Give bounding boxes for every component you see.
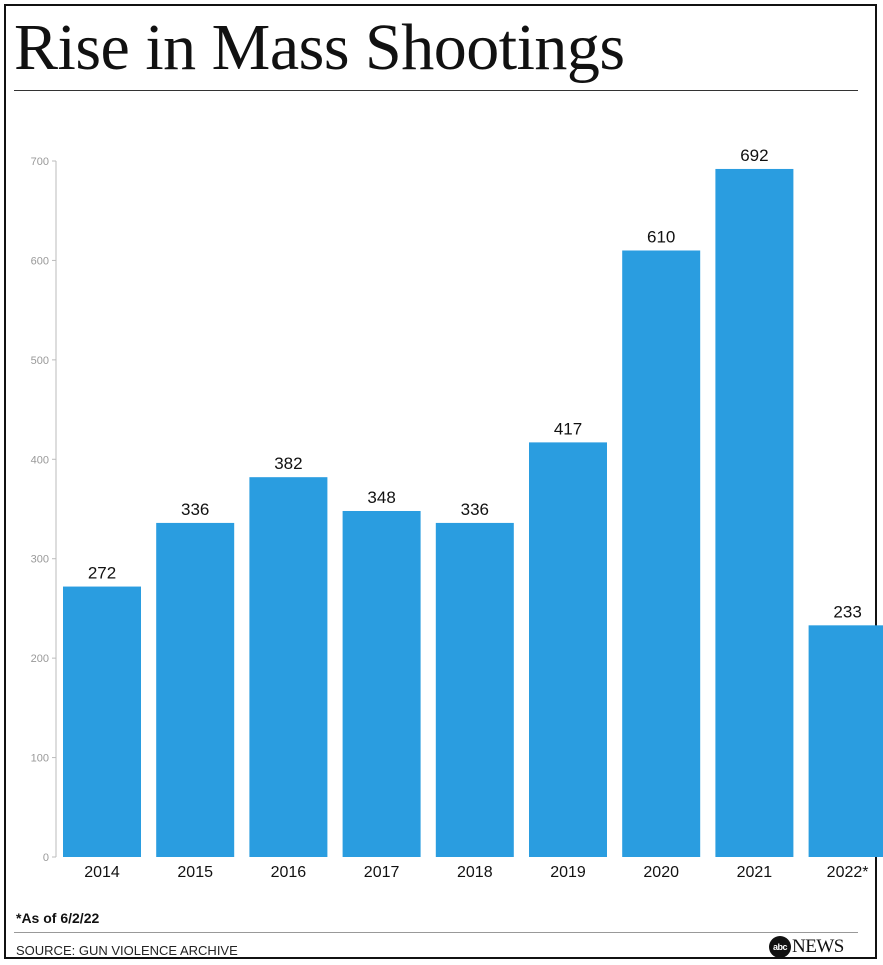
- data-label: 382: [274, 454, 302, 473]
- abc-news-logo: abc NEWS: [769, 936, 844, 958]
- x-tick-label: 2018: [457, 864, 493, 881]
- bar-2019: [529, 442, 607, 857]
- data-label: 336: [181, 500, 209, 519]
- x-tick-label: 2016: [271, 864, 307, 881]
- data-label: 272: [88, 564, 116, 583]
- x-tick-label: 2022*: [827, 864, 869, 881]
- data-label: 233: [833, 602, 861, 621]
- y-tick-label: 200: [31, 653, 49, 665]
- y-tick-label: 0: [43, 852, 49, 864]
- data-label: 692: [740, 146, 768, 165]
- data-labels: 272 336 382 348 336 417 610 692 233: [88, 146, 862, 621]
- y-tick-label: 700: [31, 156, 49, 168]
- footnote: *As of 6/2/22: [16, 910, 100, 926]
- chart-title: Rise in Mass Shootings: [14, 11, 625, 84]
- data-label: 610: [647, 227, 675, 246]
- title-divider: [14, 90, 858, 91]
- bar-2014: [63, 586, 141, 857]
- bar-2020: [622, 250, 701, 857]
- bar-2021: [715, 168, 794, 857]
- data-label: 417: [554, 419, 582, 438]
- y-tick-label: 600: [31, 255, 49, 267]
- x-axis: 2014 2015 2016 2017 2018 2019 2020 2021 2022*: [84, 864, 868, 881]
- bars: [63, 168, 883, 857]
- y-tick-label: 100: [31, 753, 49, 765]
- abc-logo-mark: abc: [769, 936, 791, 958]
- source-note: SOURCE: GUN VIOLENCE ARCHIVE: [16, 943, 238, 958]
- bar-2018: [435, 522, 514, 857]
- x-tick-label: 2014: [84, 864, 120, 881]
- footer-divider: [14, 932, 858, 933]
- x-tick-label: 2020: [643, 864, 679, 881]
- bar-2017: [342, 510, 421, 857]
- x-tick-label: 2019: [550, 864, 586, 881]
- y-tick-label: 400: [31, 454, 49, 466]
- logo-news-text: NEWS: [792, 936, 844, 957]
- y-axis: 0 100 200 300 400 500 600 700: [31, 156, 57, 864]
- x-tick-label: 2017: [364, 864, 400, 881]
- data-label: 348: [367, 488, 395, 507]
- bar-2022: [808, 625, 883, 857]
- x-tick-label: 2021: [737, 864, 773, 881]
- bar-2015: [156, 522, 235, 857]
- bar-2016: [249, 477, 328, 857]
- y-tick-label: 500: [31, 355, 49, 367]
- y-tick-label: 300: [31, 554, 49, 566]
- data-label: 336: [461, 500, 489, 519]
- x-tick-label: 2015: [177, 864, 213, 881]
